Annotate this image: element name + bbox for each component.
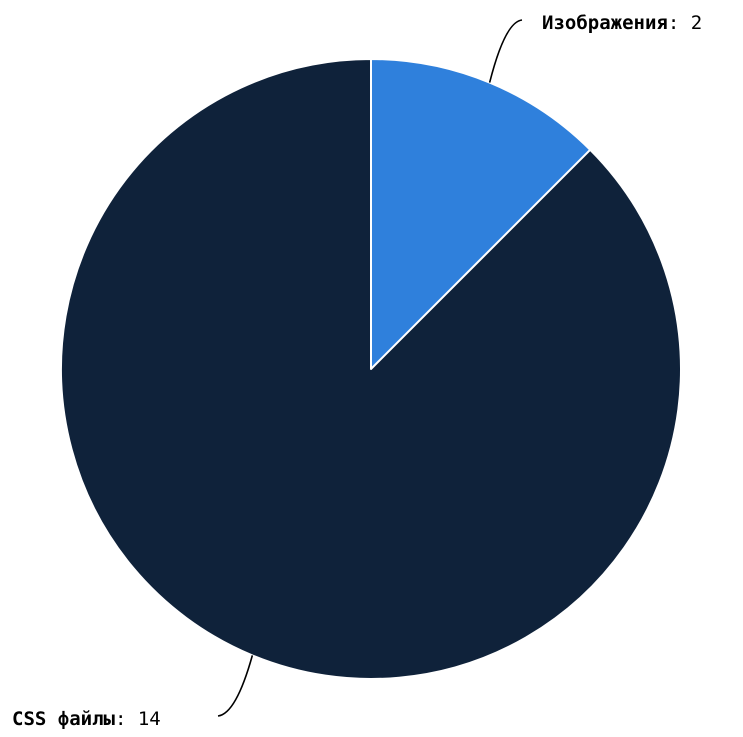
leader-lines [217, 19, 523, 717]
slice-label-name: Изображения [542, 12, 668, 34]
slice-labels: Изображения: 2 CSS файлы: 14 [12, 12, 702, 730]
leader-line-1 [488, 19, 523, 83]
leader-line-2 [217, 655, 254, 717]
slice-label-value: 14 [138, 708, 161, 730]
slice-label-value: 2 [691, 12, 702, 34]
slice-label-2: CSS файлы: 14 [12, 708, 161, 730]
pie-slice-1 [370, 58, 592, 370]
slice-label-separator: : [115, 708, 138, 730]
slice-label-name: CSS файлы [12, 708, 116, 730]
pie-slice-2 [60, 58, 682, 680]
slice-label-separator: : [668, 12, 691, 34]
slice-label-1: Изображения: 2 [542, 12, 702, 34]
pie-slices [60, 58, 682, 680]
